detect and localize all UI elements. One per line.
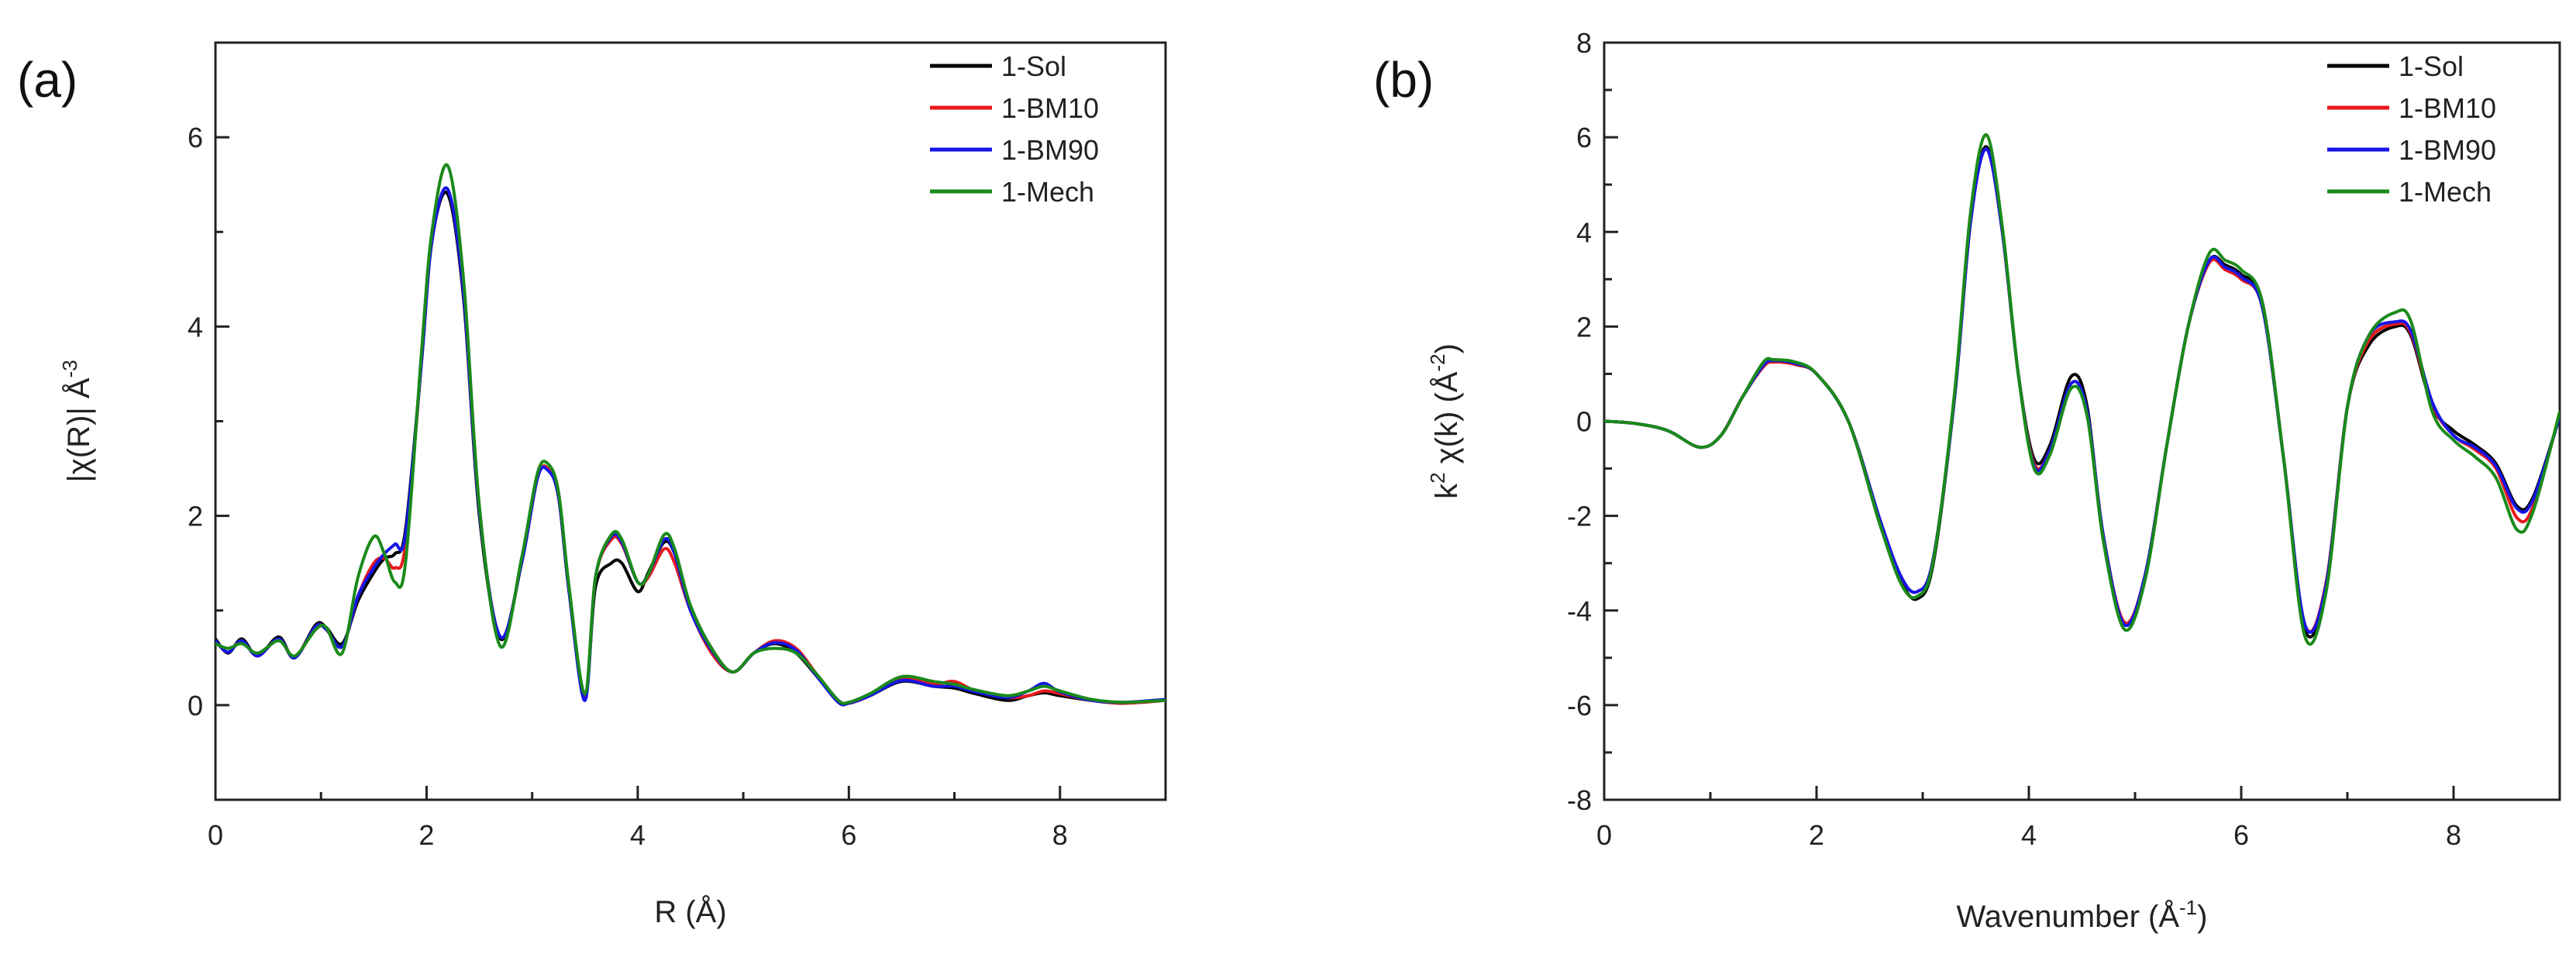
- y-tick-label: 4: [188, 311, 203, 343]
- x-tick-label: 8: [1052, 819, 1068, 851]
- legend-label-1-mech: 1-Mech: [2399, 176, 2492, 208]
- x-tick-label: 6: [2233, 819, 2249, 851]
- x-tick-label: 4: [630, 819, 646, 851]
- y-tick-label: 2: [188, 501, 203, 532]
- series-line-1-bm10: [215, 186, 1166, 706]
- x-tick-label: 4: [2021, 819, 2037, 851]
- y-tick-label: -4: [1567, 595, 1592, 627]
- series-line-1-bm90: [215, 186, 1166, 707]
- y-axis-title-sup: -2: [1426, 353, 1449, 371]
- x-axis-title: Wavenumber (Å-1): [1957, 896, 2208, 934]
- y-tick-label: 6: [1576, 122, 1592, 153]
- y-tick-label: 2: [1576, 311, 1592, 343]
- series-line-1-mech: [1604, 133, 2560, 646]
- x-tick-label: 2: [418, 819, 434, 851]
- y-axis-title: |χ(R)| Å-3: [58, 360, 96, 482]
- y-tick-label: 4: [1576, 216, 1592, 248]
- x-tick-label: 8: [2446, 819, 2461, 851]
- y-tick-label: -8: [1567, 784, 1592, 816]
- legend-label-1-bm90: 1-BM90: [2399, 134, 2496, 166]
- series-line-1-mech: [215, 163, 1166, 705]
- x-axis-title-sup: -1: [2179, 896, 2197, 919]
- legend-label-1-bm90: 1-BM90: [1001, 134, 1099, 166]
- x-tick-label: 0: [1596, 819, 1612, 851]
- x-axis-title: R (Å): [654, 894, 726, 929]
- legend-label-1-sol: 1-Sol: [1001, 50, 1066, 82]
- y-tick-label: 6: [188, 122, 203, 153]
- x-axis-title-end: ): [2197, 900, 2207, 934]
- y-tick-label: -6: [1567, 690, 1592, 722]
- y-tick-label: 0: [188, 690, 203, 722]
- y-axis-title-main: χ(k) (Å: [1429, 371, 1464, 472]
- panel-label: (a): [17, 52, 77, 108]
- legend-label-1-sol: 1-Sol: [2399, 50, 2464, 82]
- chart-panel-a: (a) 0 2 4 6 8 0 2 4 6 R (Å) |χ(R)| Å-3 1-Sol 1-BM10 1-…: [17, 41, 1167, 929]
- series-lines: [215, 163, 1166, 707]
- y-axis-title-k: k: [1430, 483, 1464, 499]
- series-line-1-sol: [215, 191, 1166, 706]
- x-tick-label: 0: [208, 819, 223, 851]
- y-tick-label: 8: [1576, 27, 1592, 59]
- y-axis-title-end: ): [1430, 343, 1464, 353]
- series-lines: [1604, 133, 2560, 646]
- x-tick-label: 2: [1809, 819, 1824, 851]
- y-tick-label: 0: [1576, 406, 1592, 438]
- y-axis-title: k2 χ(k) (Å-2): [1426, 343, 1464, 499]
- y-axis-title-k-sup: 2: [1426, 472, 1449, 483]
- y-tick-label: -2: [1567, 501, 1592, 532]
- x-axis-title-main: Wavenumber (Å: [1957, 899, 2180, 934]
- panel-label: (b): [1373, 52, 1434, 108]
- y-axis-title-main: |χ(R)| Å: [61, 377, 96, 482]
- y-axis-title-sup: -3: [58, 360, 81, 377]
- x-tick-label: 6: [841, 819, 856, 851]
- legend-label-1-bm10: 1-BM10: [1001, 92, 1099, 124]
- legend-label-1-bm10: 1-BM10: [2399, 92, 2496, 124]
- legend-label-1-mech: 1-Mech: [1001, 176, 1094, 208]
